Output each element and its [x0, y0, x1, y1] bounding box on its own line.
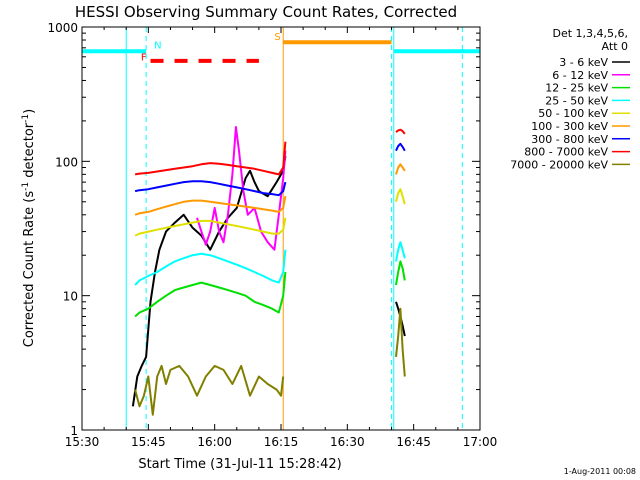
series-line	[134, 217, 287, 237]
flag-label: N	[154, 41, 161, 52]
legend-entry-label: 100 - 300 keV	[531, 120, 608, 133]
legend-entry-label: 50 - 100 keV	[538, 107, 608, 120]
legend-header-1: Det 1,3,4,5,6,	[552, 27, 628, 40]
legend-entry-label: 25 - 50 keV	[545, 94, 608, 107]
y-tick-label: 1	[70, 424, 78, 438]
series-line	[134, 196, 287, 216]
axes: 15:30 15:45 16:00 16:15 16:30 16:45 17:00 1 10 10…	[47, 21, 497, 449]
y-tick-label: 100	[55, 155, 78, 169]
legend-entry-label: 6 - 12 keV	[552, 69, 608, 82]
series-line	[395, 128, 406, 135]
y-axis-label-sup1: -1	[21, 182, 31, 191]
legend-entry-label: 7000 - 20000 keV	[510, 158, 608, 171]
plot-content: N S F	[82, 27, 480, 430]
legend-entry-label: 800 - 7000 keV	[524, 146, 608, 159]
flag-label: S	[274, 32, 280, 43]
series-line	[196, 126, 287, 251]
series-line	[395, 188, 406, 205]
y-axis-label: Corrected Count Rate (s-1 detector-1)	[21, 109, 37, 347]
series-line	[134, 249, 287, 286]
series-line	[134, 364, 285, 416]
footer-timestamp: 1-Aug-2011 00:08	[564, 467, 636, 476]
series-line	[395, 163, 406, 175]
x-tick-label: 16:00	[197, 435, 232, 449]
series-line	[134, 141, 287, 176]
x-tick-label: 15:30	[65, 435, 100, 449]
legend-entry-label: 3 - 6 keV	[559, 56, 608, 69]
series-line	[134, 271, 287, 318]
legend-header-2: Att 0	[602, 40, 628, 53]
y-axis-label-main: Corrected Count Rate (s	[22, 191, 37, 348]
legend-entry-label: 12 - 25 keV	[545, 82, 608, 95]
series-line	[395, 142, 406, 152]
x-tick-label: 16:30	[330, 435, 365, 449]
x-axis-label: Start Time (31-Jul-11 15:28:42)	[138, 457, 341, 472]
x-tick-label: 16:45	[396, 435, 431, 449]
x-tick-label: 15:45	[131, 435, 166, 449]
y-axis-label-mid: detector	[22, 122, 37, 182]
flag-label: F	[141, 52, 147, 63]
y-tick-label: 10	[63, 290, 78, 304]
y-axis-label-end: )	[22, 109, 37, 114]
y-tick-label: 1000	[47, 21, 78, 35]
chart-title: HESSI Observing Summary Count Rates, Cor…	[75, 3, 457, 21]
series-line	[395, 241, 406, 262]
series-line	[395, 307, 406, 377]
x-tick-label: 17:00	[463, 435, 498, 449]
series-line	[395, 260, 406, 286]
x-tick-label: 16:15	[264, 435, 299, 449]
series-line	[134, 180, 287, 197]
y-axis-label-sup2: -1	[21, 114, 31, 123]
legend-entry-label: 300 - 800 keV	[531, 133, 608, 146]
